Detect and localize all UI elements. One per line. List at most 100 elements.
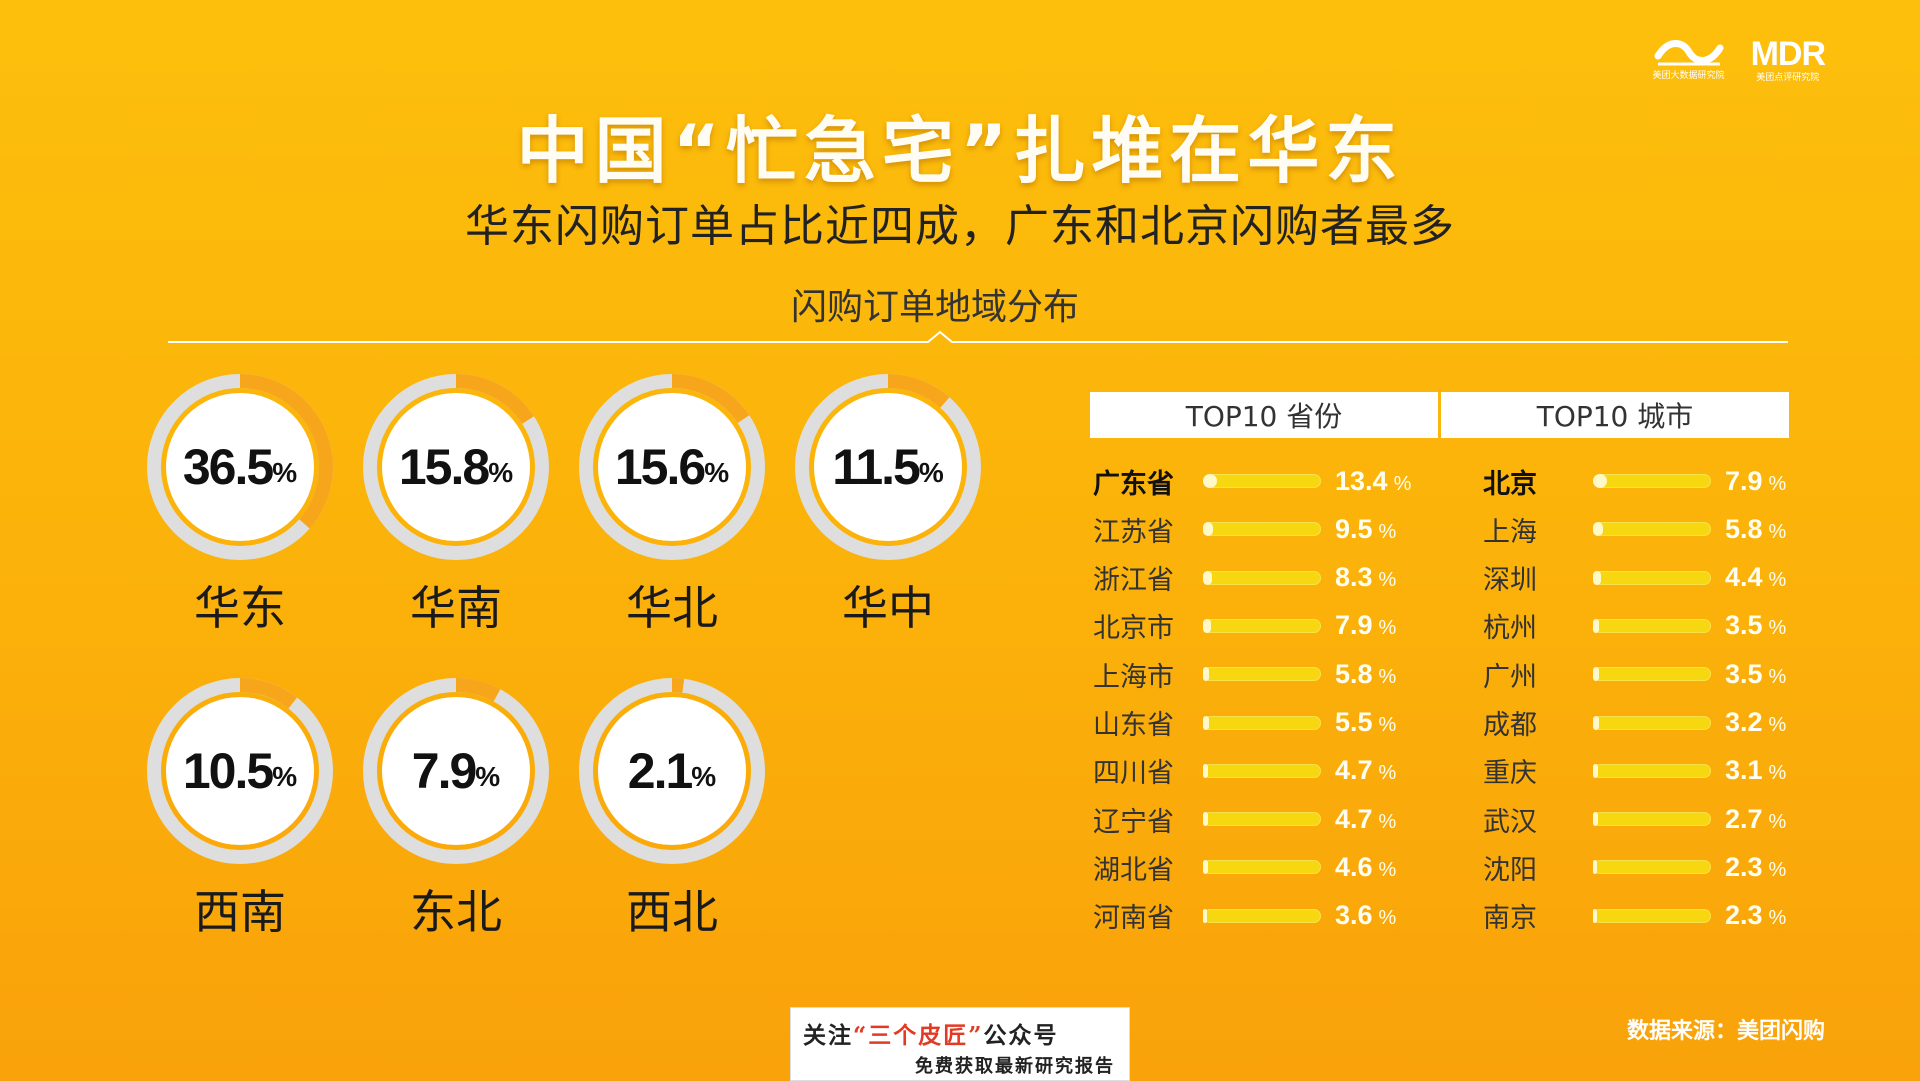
ranking-row: 山东省 5.5%	[1093, 703, 1396, 743]
ranking-number: 2.3	[1725, 900, 1763, 931]
ranking-bar-track	[1203, 860, 1321, 875]
region-label: 华东	[194, 581, 286, 635]
gauge-face	[166, 697, 314, 845]
logo-mark: MDR	[1750, 35, 1826, 73]
ranking-row: 北京 7.9%	[1483, 461, 1786, 501]
ranking-unit: %	[1378, 858, 1397, 881]
ranking-value: 3.2%	[1725, 707, 1786, 738]
ranking-bar	[1203, 715, 1209, 730]
watermark-line2: 免费获取最新研究报告	[915, 1056, 1115, 1077]
ranking-number: 4.7	[1335, 803, 1373, 834]
ranking-label: 江苏省	[1093, 516, 1174, 548]
ranking-unit: %	[1378, 810, 1397, 833]
ranking-label: 广州	[1483, 661, 1537, 693]
ranking-number: 3.1	[1725, 755, 1763, 786]
gauge-value: 2.1%	[577, 676, 767, 866]
wave-logo-icon	[1654, 40, 1724, 66]
region-gauge: 2.1% 西北	[577, 676, 767, 939]
gauge-number: 10.5	[182, 743, 274, 799]
gauge-face	[382, 697, 530, 845]
ranking-bar	[1593, 812, 1598, 827]
gauge-face	[166, 393, 314, 541]
ranking-unit: %	[1768, 569, 1787, 592]
ranking-number: 2.7	[1725, 803, 1763, 834]
ranking-number: 5.5	[1335, 707, 1373, 737]
ranking-unit: %	[1378, 520, 1397, 543]
gauge-number: 15.8	[398, 439, 490, 495]
gauge-value: 7.9%	[361, 676, 551, 866]
ranking-bar-track	[1593, 522, 1711, 537]
section-label: 闪购订单地域分布	[790, 287, 1079, 328]
page-subtitle: 华东闪购订单占比近四成，广东和北京闪购者最多	[465, 201, 1455, 252]
ranking-label: 北京	[1483, 468, 1537, 500]
ranking-unit: %	[1378, 617, 1397, 640]
ranking-bar-track	[1203, 908, 1321, 923]
ranking-value: 3.5%	[1725, 659, 1786, 690]
ranking-label: 广东省	[1093, 468, 1174, 500]
watermark-prefix: 关注	[803, 1022, 853, 1049]
ranking-bar-track	[1203, 474, 1321, 488]
ranking-value: 3.5%	[1725, 610, 1786, 641]
ranking-bar-track	[1593, 860, 1711, 875]
ranking-number: 3.2	[1725, 707, 1763, 737]
ranking-label: 杭州	[1483, 613, 1537, 645]
ranking-value: 13.4%	[1335, 466, 1411, 497]
ranking-bar-track	[1203, 667, 1321, 682]
ranking-unit: %	[1768, 472, 1787, 495]
ranking-row: 武汉 2.7%	[1483, 799, 1786, 839]
ranking-value: 3.6%	[1335, 900, 1396, 931]
gauge-arc	[147, 374, 333, 560]
ranking-value: 2.3%	[1725, 852, 1786, 883]
gauge-arc	[579, 374, 765, 560]
ranking-unit: %	[1393, 472, 1412, 495]
gauge-arc	[147, 678, 333, 864]
ranking-row: 湖北省 4.6%	[1093, 847, 1396, 887]
gauge-number: 36.5	[182, 439, 274, 495]
ranking-bar	[1203, 860, 1208, 875]
province-table-header: TOP10 省份	[1090, 392, 1438, 438]
ranking-value: 7.9%	[1725, 466, 1786, 497]
ranking-row: 深圳 4.4%	[1483, 558, 1786, 598]
ranking-label: 山东省	[1093, 710, 1174, 741]
ranking-unit: %	[1768, 810, 1787, 833]
region-gauge: 15.8% 华南	[361, 372, 551, 635]
region-label: 东北	[410, 885, 502, 939]
ranking-bar	[1203, 570, 1212, 585]
gauge-face	[814, 393, 962, 541]
ranking-bar	[1593, 522, 1604, 537]
ranking-number: 2.3	[1725, 851, 1763, 882]
ranking-bar-track	[1203, 715, 1321, 730]
ranking-unit: %	[1768, 617, 1787, 640]
gauge-face	[598, 393, 746, 541]
gauge-svg	[579, 374, 765, 560]
watermark-badge: 关注“三个皮匠”公众号 免费获取最新研究报告	[790, 1007, 1130, 1081]
ranking-bar-track	[1203, 812, 1321, 827]
ranking-row: 河南省 3.6%	[1093, 896, 1396, 936]
ranking-label: 辽宁省	[1093, 806, 1174, 838]
ranking-label: 四川省	[1093, 758, 1174, 790]
ranking-bar	[1203, 667, 1210, 682]
region-gauge: 7.9% 东北	[361, 676, 551, 939]
gauge-number: 11.5	[832, 439, 921, 495]
ranking-bar-track	[1593, 763, 1711, 778]
ranking-number: 8.3	[1335, 562, 1373, 593]
ranking-bar-track	[1203, 618, 1321, 633]
gauge-arc	[363, 374, 549, 560]
logo-group: 美团大数据研究院 MDR 美团点评研究院	[1653, 35, 1826, 84]
gauge-value: 11.5%	[793, 372, 983, 562]
ranking-number: 4.4	[1725, 562, 1763, 593]
gauge-face	[382, 393, 530, 541]
ranking-label: 河南省	[1093, 903, 1174, 935]
ranking-bar-track	[1593, 715, 1711, 730]
ranking-row: 北京市 7.9%	[1093, 606, 1396, 646]
ranking-unit: %	[1378, 665, 1397, 688]
ranking-value: 8.3%	[1335, 562, 1396, 593]
ranking-bar-track	[1203, 763, 1321, 778]
region-label: 西北	[626, 885, 718, 939]
ranking-bar	[1203, 763, 1208, 778]
gauge-svg	[147, 678, 333, 864]
gauge-svg	[363, 374, 549, 560]
ranking-label: 成都	[1483, 710, 1537, 741]
ranking-bar	[1593, 860, 1598, 875]
ranking-bar	[1593, 763, 1599, 778]
